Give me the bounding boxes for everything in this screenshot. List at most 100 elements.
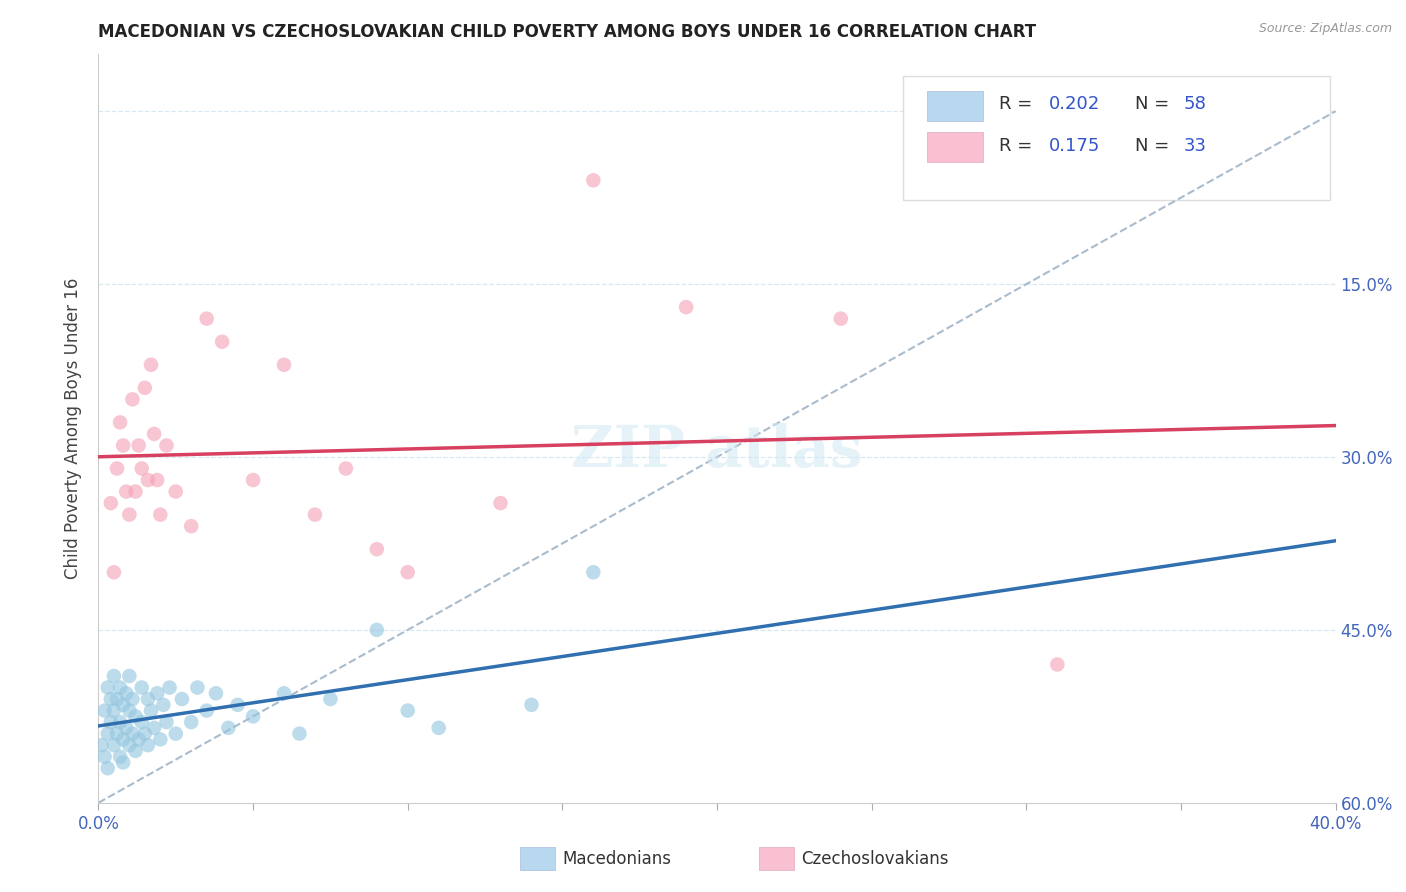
Point [226, 698, 249, 712]
Point [124, 709, 146, 723]
Point [288, 726, 311, 740]
Point [180, 519, 202, 533]
Text: 33: 33 [1184, 136, 1206, 154]
Point [170, 692, 193, 706]
Point [136, 692, 159, 706]
Point [830, 311, 852, 326]
Bar [928, 91, 983, 121]
Point [582, 173, 605, 187]
Point [146, 686, 169, 700]
Point [582, 566, 605, 580]
Text: 0.175: 0.175 [1049, 136, 1099, 154]
Point [118, 508, 141, 522]
Point [100, 496, 122, 510]
Text: MACEDONIAN VS CZECHOSLOVAKIAN CHILD POVERTY AMONG BOYS UNDER 16 CORRELATION CHAR: MACEDONIAN VS CZECHOSLOVAKIAN CHILD POVE… [98, 23, 1036, 41]
Point [108, 681, 131, 695]
Text: R =: R = [1000, 95, 1038, 113]
Point [366, 623, 388, 637]
Point [217, 721, 239, 735]
Point [136, 473, 159, 487]
Point [103, 669, 125, 683]
Point [97, 726, 120, 740]
Point [112, 698, 135, 712]
Point [143, 721, 166, 735]
Point [396, 566, 419, 580]
Point [149, 732, 172, 747]
Point [115, 484, 138, 499]
Point [152, 698, 174, 712]
Point [273, 358, 295, 372]
Point [103, 704, 125, 718]
Text: ZIP atlas: ZIP atlas [571, 423, 863, 479]
Point [273, 686, 295, 700]
Point [180, 715, 202, 730]
Point [427, 721, 450, 735]
Point [112, 756, 135, 770]
Point [121, 392, 143, 407]
Point [139, 704, 162, 718]
Point [131, 715, 153, 730]
Point [304, 508, 326, 522]
Point [105, 726, 128, 740]
Text: Source: ZipAtlas.com: Source: ZipAtlas.com [1258, 22, 1392, 36]
FancyBboxPatch shape [903, 76, 1330, 200]
Text: Czechoslovakians: Czechoslovakians [801, 850, 949, 868]
Point [242, 709, 264, 723]
Point [128, 438, 150, 452]
Point [165, 726, 187, 740]
Point [90, 738, 112, 752]
Point [139, 358, 162, 372]
Point [319, 692, 342, 706]
Point [115, 686, 138, 700]
Point [131, 681, 153, 695]
Text: Macedonians: Macedonians [562, 850, 672, 868]
Text: N =: N = [1135, 136, 1175, 154]
Point [105, 461, 128, 475]
Point [520, 698, 543, 712]
Point [97, 761, 120, 775]
Point [112, 732, 135, 747]
Point [143, 426, 166, 441]
Point [195, 311, 218, 326]
Point [195, 704, 218, 718]
Point [396, 704, 419, 718]
Point [165, 484, 187, 499]
Text: R =: R = [1000, 136, 1038, 154]
Point [121, 692, 143, 706]
Point [335, 461, 357, 475]
Point [131, 461, 153, 475]
Point [97, 681, 120, 695]
Point [105, 692, 128, 706]
Point [108, 715, 131, 730]
Text: N =: N = [1135, 95, 1175, 113]
Point [134, 381, 156, 395]
Point [121, 726, 143, 740]
Point [115, 721, 138, 735]
Point [205, 686, 228, 700]
Point [675, 300, 697, 314]
Point [93, 704, 115, 718]
Bar [928, 132, 983, 162]
Point [146, 473, 169, 487]
Point [155, 715, 177, 730]
Point [118, 704, 141, 718]
Point [159, 681, 181, 695]
Point [103, 738, 125, 752]
Point [489, 496, 512, 510]
Point [100, 692, 122, 706]
Point [103, 566, 125, 580]
Point [136, 738, 159, 752]
Point [134, 726, 156, 740]
Point [1046, 657, 1069, 672]
Point [155, 438, 177, 452]
Point [112, 438, 135, 452]
Text: 0.202: 0.202 [1049, 95, 1099, 113]
Point [366, 542, 388, 557]
Point [128, 732, 150, 747]
Point [93, 749, 115, 764]
Point [211, 334, 233, 349]
Text: 58: 58 [1184, 95, 1206, 113]
Point [124, 484, 146, 499]
Point [124, 744, 146, 758]
Point [118, 738, 141, 752]
